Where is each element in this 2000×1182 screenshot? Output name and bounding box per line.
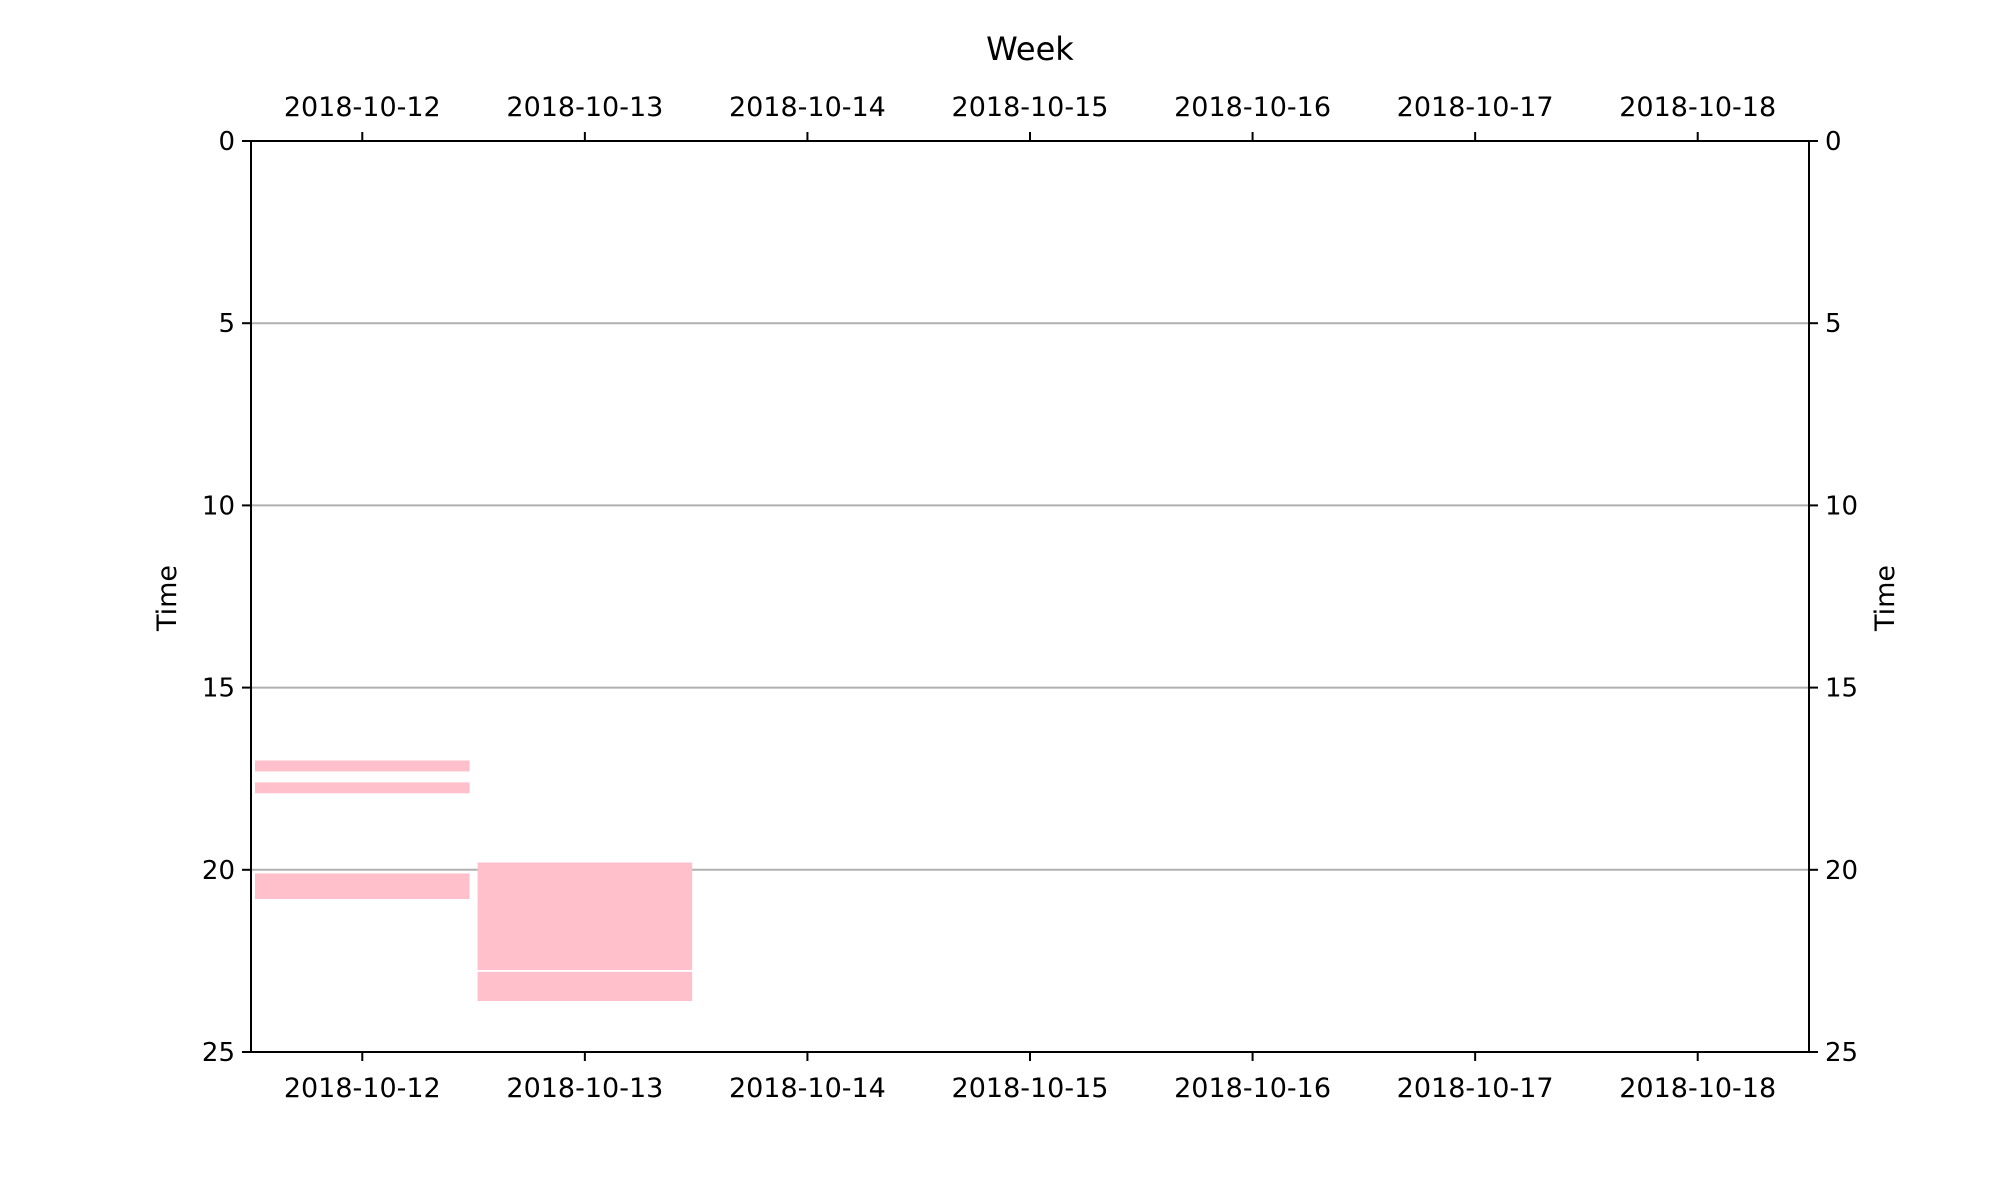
event-bar — [255, 873, 470, 899]
y-tick-label-left: 5 — [218, 309, 235, 339]
x-tick-label-top: 2018-10-14 — [729, 92, 886, 123]
x-tick-label-top: 2018-10-12 — [284, 92, 441, 123]
y-tick-label-right: 20 — [1825, 856, 1858, 886]
x-tick-label-bottom: 2018-10-16 — [1174, 1073, 1331, 1104]
axis-ticks: 0 0 5 5 10 10 15 15 20 20 25 25 2018-10-12 2018-10-12… — [202, 92, 1858, 1104]
event-bar — [477, 862, 693, 971]
y-tick-label-right: 25 — [1825, 1038, 1858, 1068]
event-bar — [255, 782, 470, 794]
y-tick-label-right: 15 — [1825, 674, 1858, 704]
y-tick-label-right: 5 — [1825, 309, 1842, 339]
y-tick-label-left: 10 — [202, 491, 235, 521]
x-tick-label-bottom: 2018-10-18 — [1619, 1073, 1776, 1104]
x-tick-label-top: 2018-10-17 — [1397, 92, 1554, 123]
y-tick-label-left: 15 — [202, 674, 235, 704]
event-bar — [477, 971, 693, 1001]
x-tick-label-top: 2018-10-18 — [1619, 92, 1776, 123]
y-tick-label-right: 10 — [1825, 491, 1858, 521]
x-tick-label-bottom: 2018-10-15 — [952, 1073, 1109, 1104]
x-tick-label-bottom: 2018-10-12 — [284, 1073, 441, 1104]
y-tick-label-left: 25 — [202, 1038, 235, 1068]
event-bar — [255, 760, 470, 772]
x-tick-label-top: 2018-10-15 — [952, 92, 1109, 123]
y-axis-label-left: Time — [152, 565, 183, 632]
y-tick-label-left: 0 — [218, 127, 235, 157]
x-tick-label-top: 2018-10-16 — [1174, 92, 1331, 123]
y-axis-label-right: Time — [1870, 565, 1901, 632]
y-tick-label-left: 20 — [202, 856, 235, 886]
chart-title: Week — [986, 30, 1074, 68]
x-tick-label-bottom: 2018-10-14 — [729, 1073, 886, 1104]
x-tick-label-top: 2018-10-13 — [506, 92, 663, 123]
y-tick-label-right: 0 — [1825, 127, 1842, 157]
x-tick-label-bottom: 2018-10-13 — [506, 1073, 663, 1104]
event-bars — [255, 760, 693, 1001]
x-tick-label-bottom: 2018-10-17 — [1397, 1073, 1554, 1104]
